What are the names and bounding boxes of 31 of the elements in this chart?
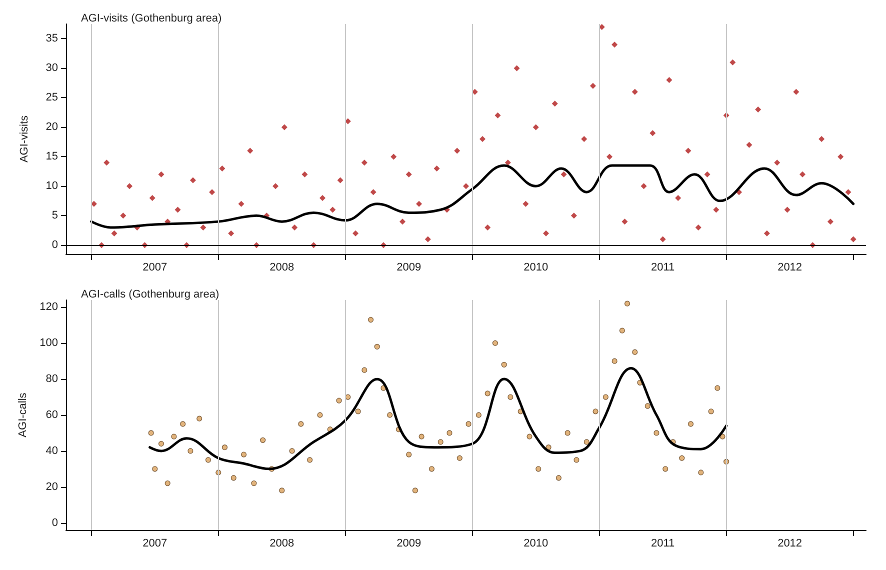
y-tick-label: 40 (46, 444, 58, 457)
x-tick-label: 2011 (650, 538, 675, 550)
x-tick-label: 2008 (270, 262, 294, 274)
y-tick-label: 60 (46, 409, 58, 421)
x-tick-label: 2009 (396, 538, 422, 550)
y-tick-label: 35 (46, 32, 58, 45)
y-tick-label: 0 (52, 516, 58, 529)
x-tick-label: 2007 (142, 262, 168, 274)
x-tick-label: 2009 (396, 262, 422, 274)
x-tick-label: 2010 (524, 262, 548, 274)
x-tick-label: 2011 (650, 262, 675, 274)
y-axis-title: AGI-calls (17, 392, 30, 438)
x-tick-label: 2012 (778, 262, 802, 274)
x-tick-label: 2007 (142, 538, 168, 550)
y-axis-title: AGI-visits (18, 114, 30, 163)
y-tick-label: 30 (46, 62, 58, 74)
y-tick-label: 10 (46, 180, 58, 192)
x-tick-label: 2012 (778, 538, 802, 550)
x-tick-label: 2008 (270, 538, 294, 550)
x-tick-label: 2010 (524, 538, 548, 550)
y-tick-label: 25 (46, 92, 58, 104)
y-tick-label: 0 (52, 239, 58, 252)
y-tick-label: 20 (46, 480, 58, 493)
y-tick-label: 100 (40, 337, 58, 350)
y-tick-label: 15 (46, 150, 58, 163)
y-tick-label: 20 (46, 121, 58, 134)
y-tick-label: 5 (52, 210, 58, 222)
chart-title: AGI-visits (Gothenburg area) (81, 12, 222, 24)
chart-title: AGI-calls (Gothenburg area) (81, 288, 220, 300)
y-tick-label: 80 (46, 373, 58, 386)
y-tick-label: 120 (40, 301, 58, 314)
